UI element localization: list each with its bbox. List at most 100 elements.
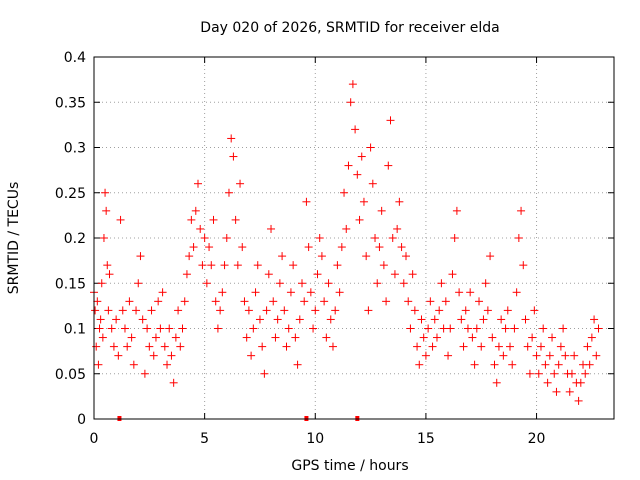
grid-lines [94, 57, 614, 419]
data-point [477, 342, 486, 351]
data-point [116, 215, 125, 224]
data-point [260, 369, 269, 378]
data-point [441, 297, 450, 306]
data-point [530, 306, 539, 315]
data-point [585, 360, 594, 369]
y-tick-label: 0.25 [55, 186, 86, 202]
data-point [426, 297, 435, 306]
data-point [249, 324, 258, 333]
data-point [97, 279, 106, 288]
data-point [348, 80, 357, 89]
data-point [185, 252, 194, 261]
data-point [169, 378, 178, 387]
data-point [154, 297, 163, 306]
x-tick-label: 15 [417, 431, 435, 447]
x-tick-label: 5 [200, 431, 209, 447]
data-point [284, 324, 293, 333]
data-point [293, 360, 302, 369]
data-point [570, 351, 579, 360]
x-tick-label: 20 [528, 431, 546, 447]
data-point [368, 179, 377, 188]
data-point [466, 288, 475, 297]
data-point [413, 342, 422, 351]
data-point [386, 116, 395, 125]
data-point [304, 243, 313, 252]
data-point [191, 206, 200, 215]
data-point [461, 306, 470, 315]
data-point [541, 360, 550, 369]
plot-frame [93, 56, 615, 420]
data-point [561, 351, 570, 360]
y-tick-label: 0 [77, 412, 86, 428]
data-point [178, 324, 187, 333]
data-point [317, 252, 326, 261]
data-point [446, 324, 455, 333]
data-point [132, 306, 141, 315]
data-point [384, 161, 393, 170]
data-point [328, 342, 337, 351]
data-point [554, 360, 563, 369]
data-point [337, 243, 346, 252]
data-point [455, 288, 464, 297]
data-point [342, 224, 351, 233]
data-point [140, 369, 149, 378]
data-point [187, 215, 196, 224]
data-point [395, 197, 404, 206]
data-point [158, 288, 167, 297]
data-point [470, 360, 479, 369]
data-point [267, 224, 276, 233]
data-point [129, 360, 138, 369]
data-point [402, 252, 410, 261]
data-point [160, 342, 169, 351]
data-point [145, 342, 154, 351]
data-point [444, 351, 453, 360]
data-point [196, 224, 205, 233]
data-point [492, 378, 501, 387]
data-point [388, 234, 397, 242]
data-point [490, 360, 499, 369]
data-point [231, 215, 240, 224]
data-point [125, 297, 134, 306]
data-point [373, 279, 382, 288]
data-point [510, 324, 519, 333]
data-point [216, 306, 225, 315]
data-point [548, 333, 557, 342]
data-point [565, 387, 574, 396]
data-point [101, 188, 110, 197]
data-point [176, 342, 185, 351]
y-tick-label: 0.4 [64, 50, 86, 66]
data-point [236, 179, 245, 188]
data-point [315, 234, 324, 242]
data-point [278, 252, 287, 261]
x-tick-label: 10 [306, 431, 324, 447]
data-point [118, 306, 127, 315]
data-point [393, 224, 402, 233]
data-point [346, 98, 355, 107]
data-point [448, 270, 457, 279]
data-point [229, 152, 238, 161]
data-point [488, 333, 497, 342]
data-point [377, 206, 386, 215]
data-point [404, 297, 413, 306]
data-point [556, 342, 565, 351]
data-point [286, 288, 295, 297]
data-point [574, 396, 583, 405]
data-point [362, 252, 371, 261]
data-point [355, 215, 364, 224]
data-point [269, 297, 278, 306]
data-point [167, 351, 176, 360]
data-point [576, 378, 585, 387]
data-point [289, 261, 298, 270]
y-tick-label: 0.15 [55, 276, 86, 292]
data-point [415, 360, 424, 369]
data-point [251, 288, 260, 297]
data-point [430, 315, 439, 324]
data-point [95, 324, 104, 333]
data-point [213, 324, 222, 333]
data-point [300, 297, 309, 306]
data-point [534, 369, 543, 378]
data-point [102, 206, 111, 215]
data-point [508, 360, 517, 369]
data-point [306, 288, 315, 297]
data-point [275, 279, 284, 288]
